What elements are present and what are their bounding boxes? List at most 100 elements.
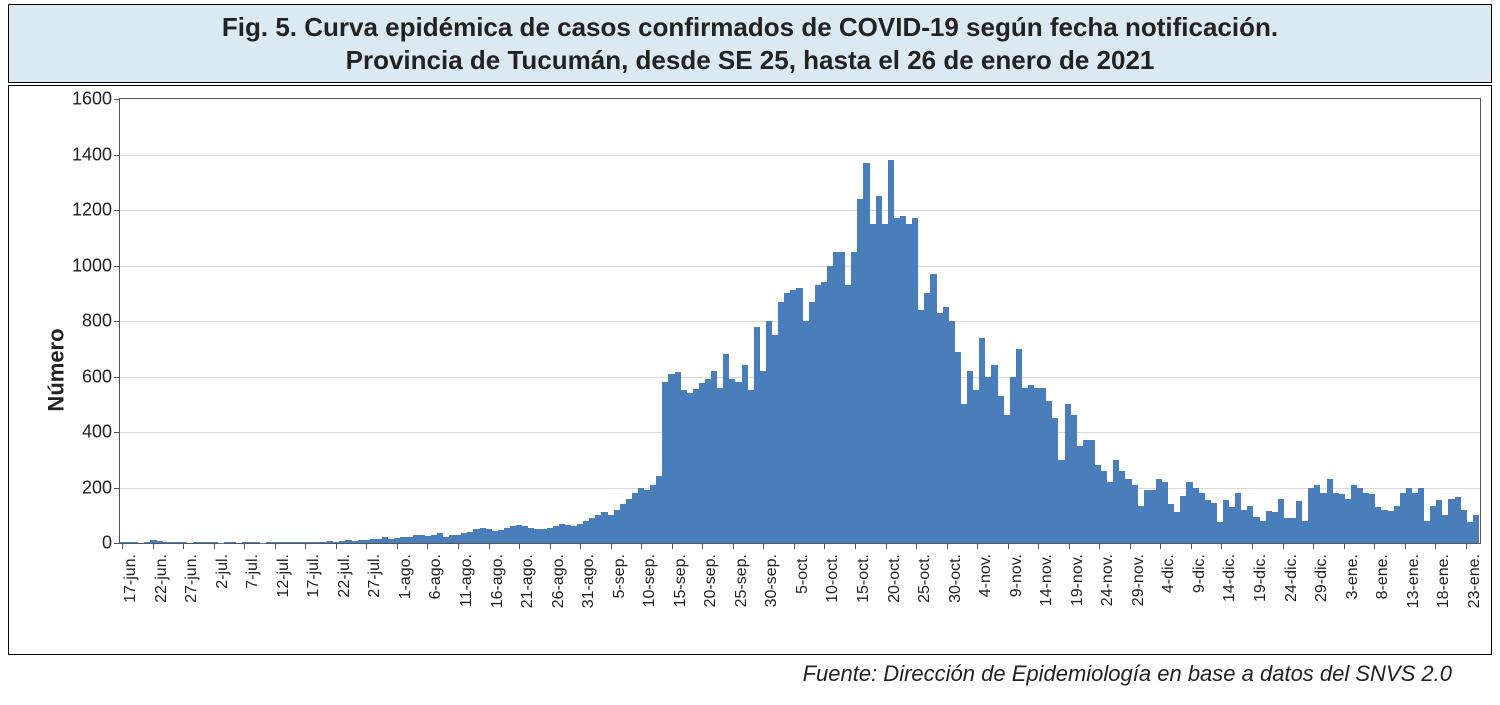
x-tick-label: 15-sep. [672, 554, 690, 607]
x-tick-mark [1099, 543, 1100, 549]
y-axis-label: Número [44, 328, 70, 411]
x-tick-label: 20-oct. [886, 554, 904, 603]
x-tick-label: 4-nov. [977, 554, 995, 597]
x-tick-mark [794, 543, 795, 549]
x-tick-label: 16-ago. [489, 554, 507, 608]
x-tick-label: 5-sep. [611, 554, 629, 598]
x-tick-label: 13-ene. [1405, 554, 1423, 608]
y-tick-label: 1200 [72, 200, 120, 221]
x-tick-label: 23-ene. [1466, 554, 1484, 608]
x-tick-mark [1405, 543, 1406, 549]
x-tick-label: 19-nov. [1069, 554, 1087, 606]
bars-group [120, 99, 1480, 543]
x-tick-label: 6-ago. [427, 554, 445, 599]
x-tick-mark [397, 543, 398, 549]
x-tick-label: 18-ene. [1435, 554, 1453, 608]
title-line-2: Provincia de Tucumán, desde SE 25, hasta… [346, 45, 1155, 75]
title-line-1: Fig. 5. Curva epidémica de casos confirm… [222, 12, 1278, 42]
x-tick-label: 22-jun. [153, 554, 171, 603]
x-tick-mark [489, 543, 490, 549]
x-tick-mark [763, 543, 764, 549]
x-tick-mark [153, 543, 154, 549]
x-tick-mark [1283, 543, 1284, 549]
x-tick-mark [611, 543, 612, 549]
x-tick-label: 14-dic. [1221, 554, 1239, 602]
source-text: Fuente: Dirección de Epidemiología en ba… [8, 655, 1492, 687]
x-tick-label: 14-nov. [1038, 554, 1056, 606]
x-tick-mark [275, 543, 276, 549]
x-tick-label: 10-oct. [824, 554, 842, 603]
x-tick-mark [1344, 543, 1345, 549]
x-tick-label: 20-sep. [702, 554, 720, 607]
x-tick-mark [916, 543, 917, 549]
x-tick-mark [733, 543, 734, 549]
x-tick-mark [1191, 543, 1192, 549]
x-tick-mark [122, 543, 123, 549]
x-tick-label: 27-jun. [183, 554, 201, 603]
x-tick-mark [947, 543, 948, 549]
x-tick-label: 10-sep. [641, 554, 659, 607]
x-tick-mark [977, 543, 978, 549]
x-tick-label: 15-oct. [855, 554, 873, 603]
x-tick-mark [458, 543, 459, 549]
x-tick-mark [1374, 543, 1375, 549]
x-tick-label: 21-ago. [519, 554, 537, 608]
x-tick-label: 29-dic. [1313, 554, 1331, 602]
x-tick-label: 5-oct. [794, 554, 812, 594]
x-tick-mark [580, 543, 581, 549]
x-tick-label: 22-jul. [336, 554, 354, 598]
plot-area: 02004006008001000120014001600 [119, 98, 1481, 544]
x-tick-mark [244, 543, 245, 549]
x-tick-label: 24-dic. [1283, 554, 1301, 602]
x-tick-label: 9-dic. [1191, 554, 1209, 593]
x-tick-mark [1008, 543, 1009, 549]
x-tick-label: 25-oct. [916, 554, 934, 603]
x-tick-mark [550, 543, 551, 549]
x-tick-mark [1038, 543, 1039, 549]
x-tick-label: 12-jul. [275, 554, 293, 598]
x-tick-mark [183, 543, 184, 549]
x-tick-label: 3-ene. [1344, 554, 1362, 599]
x-tick-label: 31-ago. [580, 554, 598, 608]
x-tick-mark [1313, 543, 1314, 549]
bar [1473, 515, 1479, 543]
x-tick-mark [1069, 543, 1070, 549]
x-tick-mark [1160, 543, 1161, 549]
x-tick-label: 7-jul. [244, 554, 262, 589]
x-tick-label: 27-jul. [366, 554, 384, 598]
x-tick-label: 24-nov. [1099, 554, 1117, 606]
x-tick-label: 11-ago. [458, 554, 476, 607]
x-tick-mark [336, 543, 337, 549]
x-tick-label: 29-nov. [1130, 554, 1148, 606]
x-tick-mark [855, 543, 856, 549]
x-tick-label: 17-jun. [122, 554, 140, 603]
x-axis-ticks: 17-jun. 22-jun. 27-jun. 2-jul. 7-jul. 12-jul.… [119, 544, 1481, 654]
figure-title: Fig. 5. Curva epidémica de casos confirm… [8, 4, 1492, 83]
x-tick-label: 8-ene. [1374, 554, 1392, 599]
epidemic-curve-figure: Fig. 5. Curva epidémica de casos confirm… [0, 0, 1500, 705]
x-tick-mark [366, 543, 367, 549]
x-tick-mark [1252, 543, 1253, 549]
x-tick-label: 26-ago. [550, 554, 568, 608]
y-tick-label: 1600 [72, 89, 120, 110]
y-tick-label: 1400 [72, 144, 120, 165]
x-tick-label: 4-dic. [1160, 554, 1178, 593]
x-tick-label: 30-sep. [763, 554, 781, 607]
x-tick-mark [427, 543, 428, 549]
x-tick-mark [1221, 543, 1222, 549]
x-tick-label: 17-jul. [305, 554, 323, 598]
x-tick-label: 1-ago. [397, 554, 415, 599]
x-tick-label: 2-jul. [214, 554, 232, 589]
x-tick-mark [519, 543, 520, 549]
x-tick-mark [1435, 543, 1436, 549]
x-tick-mark [824, 543, 825, 549]
x-tick-mark [1466, 543, 1467, 549]
bar [132, 542, 138, 543]
bar [181, 542, 187, 543]
x-tick-label: 25-sep. [733, 554, 751, 607]
x-tick-mark [886, 543, 887, 549]
chart-container: Número 02004006008001000120014001600 17-… [8, 85, 1492, 655]
y-tick-label: 1000 [72, 255, 120, 276]
x-tick-mark [305, 543, 306, 549]
x-tick-mark [1130, 543, 1131, 549]
